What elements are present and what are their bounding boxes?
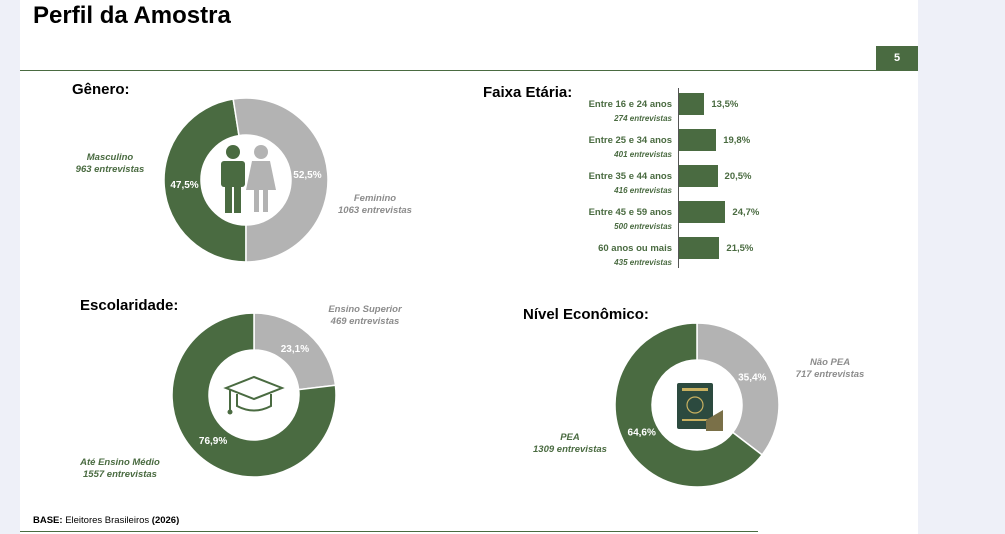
age-bar xyxy=(679,201,726,223)
man-woman-icon xyxy=(221,145,276,213)
donut-hole xyxy=(209,350,299,440)
pea-legend-label: PEA 1309 entrevistas xyxy=(525,432,615,456)
donut-pct-label: 76,9% xyxy=(199,436,227,447)
nao-pea-legend-label: Não PEA 717 entrevistas xyxy=(785,357,875,381)
nao-pea-name: Não PEA xyxy=(809,357,851,368)
nao-pea-count: 717 entrevistas xyxy=(795,369,865,380)
donut-pct-label: 52,5% xyxy=(293,170,321,181)
graduation-cap-icon xyxy=(223,375,285,415)
bar-count-label: 274 entrevistas xyxy=(614,114,672,123)
donut-pct-label: 35,4% xyxy=(738,373,766,384)
bar-category-label: 60 anos ou mais xyxy=(598,243,672,254)
work-card-icon xyxy=(677,383,723,431)
donut-pct-label: 23,1% xyxy=(281,344,309,355)
escolaridade-title: Escolaridade: xyxy=(80,297,179,314)
bar-value-label: 21,5% xyxy=(726,243,754,254)
age-bar xyxy=(679,237,720,259)
bar-value-label: 20,5% xyxy=(724,171,752,182)
bar-count-label: 416 entrevistas xyxy=(614,186,672,195)
page-number-badge: 5 xyxy=(876,46,918,71)
bar-category-label: Entre 45 e 59 anos xyxy=(588,207,672,218)
ate-ensino-medio-name: Até Ensino Médio xyxy=(80,457,160,468)
header-divider xyxy=(20,70,918,71)
page-title: Perfil da Amostra xyxy=(33,2,231,29)
feminino-legend-label: Feminino 1063 entrevistas xyxy=(330,193,420,217)
donut-pct-label: 64,6% xyxy=(628,427,656,438)
bar-category-label: Entre 25 e 34 anos xyxy=(588,135,672,146)
footer-divider xyxy=(20,531,758,532)
bar-value-label: 24,7% xyxy=(732,207,760,218)
base-note: BASE: Eleitores Brasileiros (2026) xyxy=(33,515,179,526)
nivel-title: Nível Econômico: xyxy=(523,306,649,323)
base-text: Eleitores Brasileiros xyxy=(62,515,152,526)
donut-hole xyxy=(201,135,291,225)
genero-donut-chart: 47,5% 52,5% 23,1% 76,9% 35,4% 64,6% xyxy=(163,97,780,488)
bar-count-label: 500 entrevistas xyxy=(614,222,672,231)
bar-count-label: 401 entrevistas xyxy=(614,150,672,159)
bar-value-label: 19,8% xyxy=(723,135,751,146)
bar-category-label: Entre 16 e 24 anos xyxy=(588,99,672,110)
age-bar xyxy=(679,93,705,115)
base-year: (2026) xyxy=(151,515,180,526)
slide: Perfil da Amostra 5 Gênero: 47,5% 52,5% 23… xyxy=(20,0,918,534)
ate-ensino-medio-count: 1557 entrevistas xyxy=(83,469,157,480)
base-label: BASE: xyxy=(33,515,63,526)
pea-name: PEA xyxy=(560,432,580,443)
bar-count-label: 435 entrevistas xyxy=(614,258,672,267)
feminino-name: Feminino xyxy=(353,193,397,204)
masculino-name: Masculino xyxy=(86,152,134,163)
feminino-count: 1063 entrevistas xyxy=(338,205,412,216)
donut-pct-label: 47,5% xyxy=(170,180,198,191)
age-bar xyxy=(679,129,717,151)
bar-axis xyxy=(678,88,679,268)
bar-category-label: Entre 35 e 44 anos xyxy=(588,171,672,182)
ate-ensino-medio-legend-label: Até Ensino Médio 1557 entrevistas xyxy=(70,457,170,481)
faixa-title: Faixa Etária: xyxy=(483,84,573,101)
masculino-count: 963 entrevistas xyxy=(75,164,145,175)
pea-count: 1309 entrevistas xyxy=(533,444,607,455)
age-bar xyxy=(679,165,718,187)
ensino-superior-legend-label: Ensino Superior 469 entrevistas xyxy=(320,304,410,328)
bar-value-label: 13,5% xyxy=(711,99,739,110)
ensino-superior-name: Ensino Superior xyxy=(328,304,402,315)
masculino-legend-label: Masculino 963 entrevistas xyxy=(70,152,150,176)
ensino-superior-count: 469 entrevistas xyxy=(330,316,400,327)
genero-title: Gênero: xyxy=(72,81,130,98)
